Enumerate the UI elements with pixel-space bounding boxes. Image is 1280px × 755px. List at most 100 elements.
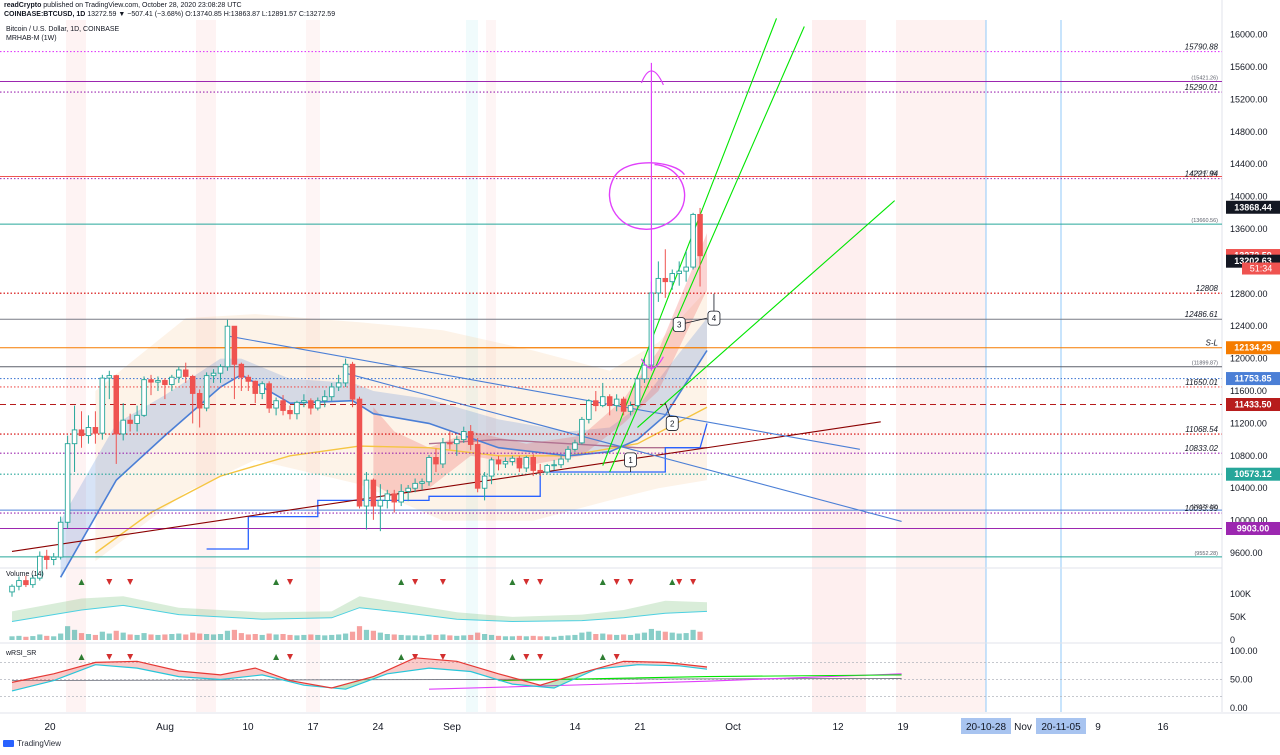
wrsi-down-marker <box>537 654 544 660</box>
volume-bar <box>329 634 335 640</box>
candle-body <box>579 418 585 444</box>
volume-bar <box>65 626 71 640</box>
candle-body <box>440 442 446 465</box>
ohlc-readout: 13272.59 ▼ −507.41 (−3.68%) O:13740.85 H… <box>85 11 336 18</box>
price-badge <box>1226 398 1280 412</box>
candle-body <box>113 375 119 435</box>
candle-body <box>148 379 154 383</box>
volume-bar <box>572 634 578 640</box>
candle-body <box>127 419 133 424</box>
wrsi-pane-label: wRSI_SR <box>6 650 37 657</box>
candle-body <box>586 400 592 420</box>
wrsi-down-marker <box>412 654 419 660</box>
volume-bar <box>44 635 50 640</box>
volume-bar <box>315 634 321 640</box>
level-label: 10833.02 <box>1185 444 1219 453</box>
volume-bar <box>454 635 460 640</box>
candle-body <box>349 363 356 400</box>
volume-bar <box>343 633 349 640</box>
candle-body <box>627 405 634 412</box>
candle-body <box>78 429 85 437</box>
candle-body <box>238 363 245 378</box>
candle-body <box>377 499 384 507</box>
candle-body <box>669 273 676 283</box>
candle-body <box>189 375 196 394</box>
countdown-label: 51:34 <box>1250 264 1273 274</box>
candle-body <box>461 431 467 441</box>
price-badge-label: 13202.63 <box>1234 256 1272 266</box>
wrsi-up-marker <box>509 654 516 660</box>
callout-label: 4 <box>712 314 717 323</box>
candle-body <box>600 396 606 407</box>
highlight-stripe <box>466 20 478 712</box>
candle-body <box>120 419 126 435</box>
candle-body <box>419 481 425 484</box>
volume-tick: 0 <box>1230 635 1235 645</box>
candle-body <box>481 475 488 489</box>
wrsi-grey-line <box>11 677 902 682</box>
candle-body <box>655 277 662 294</box>
callout-box <box>672 317 686 332</box>
volume-bar <box>495 635 502 640</box>
price-tick: 10400.00 <box>1230 483 1268 493</box>
tradingview-watermark[interactable]: TradingView <box>3 739 61 748</box>
wrsi-down-marker <box>106 654 113 660</box>
volume-bar <box>16 635 22 640</box>
candle-body <box>162 380 168 385</box>
level-label: (15421.26) <box>1191 75 1218 81</box>
volume-bar <box>614 634 620 640</box>
volume-bar <box>621 634 627 640</box>
volume-bar <box>30 636 36 640</box>
candle-body <box>426 456 432 483</box>
candle-body <box>328 386 335 398</box>
volume-bar <box>648 628 654 640</box>
level-label: 15290.01 <box>1185 83 1218 92</box>
up-marker <box>599 579 606 585</box>
level-label: (13660.56) <box>1191 218 1218 224</box>
price-badge <box>1226 467 1280 481</box>
volume-tick: 100K <box>1230 589 1251 599</box>
volume-bar <box>51 636 57 640</box>
magenta-circle-annotation <box>608 162 686 231</box>
wrsi-fill <box>220 668 263 680</box>
wrsi-up-marker <box>273 654 280 660</box>
volume-bar <box>349 631 356 640</box>
volume-bar <box>23 636 29 640</box>
volume-bar <box>461 635 467 640</box>
candle-body <box>683 266 689 272</box>
trendline <box>637 200 896 428</box>
volume-bar <box>586 631 592 640</box>
symbol-line: COINBASE:BTCUSD, 1D 13272.59 ▼ −507.41 (… <box>4 11 335 19</box>
price-badge <box>1226 372 1280 386</box>
time-axis-label: 20 <box>44 722 56 733</box>
down-marker <box>627 579 634 585</box>
volume-bar <box>537 636 543 640</box>
candle-body <box>454 439 460 445</box>
volume-bar <box>697 631 703 640</box>
volume-bar <box>120 632 126 640</box>
up-marker <box>78 579 85 585</box>
candle-body <box>280 400 286 411</box>
volume-bar <box>391 634 397 640</box>
volume-bar <box>280 634 286 640</box>
volume-bar <box>99 631 105 640</box>
level-label: 14221.94 <box>1185 170 1219 179</box>
down-marker <box>412 579 419 585</box>
price-badge-label: 11433.50 <box>1234 400 1271 410</box>
volume-tick: 50K <box>1230 612 1246 622</box>
time-axis-label: 17 <box>307 722 319 733</box>
volume-bar <box>85 634 92 640</box>
symbol-name: COINBASE:BTCUSD, 1D <box>4 11 86 18</box>
wrsi-tick: 100.00 <box>1230 646 1258 656</box>
volume-bar <box>134 634 140 640</box>
volume-bar <box>468 634 474 640</box>
candle-body <box>134 414 140 424</box>
volume-bar <box>523 636 529 640</box>
time-axis-label: 16 <box>1157 722 1169 733</box>
volume-bar <box>273 634 279 640</box>
volume-bar <box>148 634 154 640</box>
wrsi-red-line <box>11 657 708 689</box>
candle-body <box>259 383 265 394</box>
level-label: 11068.54 <box>1185 425 1218 434</box>
